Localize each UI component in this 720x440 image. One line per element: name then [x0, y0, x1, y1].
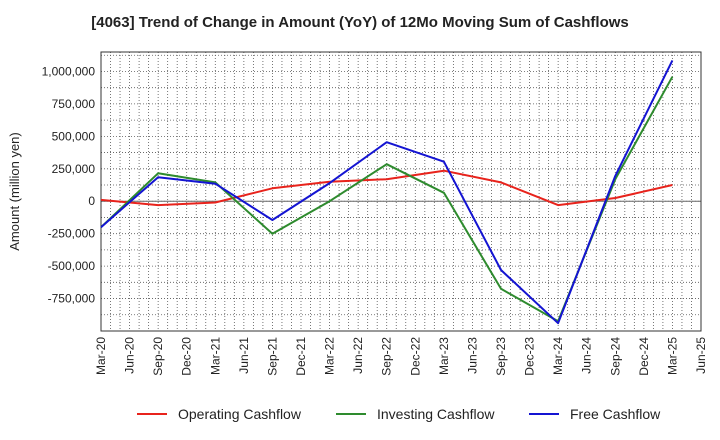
x-tick-label: Sep-24: [608, 337, 622, 376]
x-tick-label: Sep-23: [494, 337, 508, 376]
x-tick-label: Jun-21: [237, 337, 251, 374]
y-tick-label: 500,000: [52, 129, 96, 143]
chart-title: [4063] Trend of Change in Amount (YoY) o…: [91, 14, 629, 31]
x-tick-label: Sep-22: [380, 337, 394, 376]
x-tick-label: Dec-22: [408, 337, 422, 376]
x-tick-label: Mar-22: [323, 337, 337, 375]
x-tick-label: Sep-21: [265, 337, 279, 376]
x-tick-label: Dec-24: [637, 337, 651, 376]
y-tick-label: 1,000,000: [42, 64, 96, 78]
y-tick-label: 750,000: [52, 97, 96, 111]
y-tick-label: 250,000: [52, 162, 96, 176]
x-tick-label: Mar-24: [551, 337, 565, 375]
legend-label: Operating Cashflow: [178, 406, 302, 422]
y-tick-label: -250,000: [48, 227, 96, 241]
x-tick-label: Mar-20: [94, 337, 108, 375]
y-tick-label: -750,000: [48, 292, 96, 306]
x-tick-label: Dec-23: [523, 337, 537, 376]
series-line-operating-cashflow: [100, 169, 673, 207]
y-axis-title: Amount (million yen): [7, 132, 22, 251]
legend-label: Free Cashflow: [570, 406, 661, 422]
x-tick-label: Jun-25: [694, 337, 708, 374]
legend-layer: Operating Cashflow Investing Cashflow Free…: [137, 406, 661, 422]
series-layer: [100, 59, 674, 325]
axis-layer: -750,000 -500,000 -250,000 0 250,000 500,000 7…: [7, 51, 708, 376]
plot-frame: [100, 51, 702, 332]
x-tick-label: Dec-20: [180, 337, 194, 376]
x-tick-label: Sep-20: [151, 337, 165, 376]
x-tick-label: Mar-25: [665, 337, 679, 375]
x-tick-label: Jun-22: [351, 337, 365, 374]
series-line-free-cashflow: [100, 59, 674, 325]
x-tick-label: Jun-23: [465, 337, 479, 374]
y-tick-label: 0: [88, 194, 95, 208]
y-tick-label: -500,000: [48, 259, 96, 273]
x-tick-label: Dec-21: [294, 337, 308, 376]
x-tick-label: Mar-21: [208, 337, 222, 375]
x-tick-label: Jun-24: [580, 337, 594, 374]
grid-layer: [100, 52, 702, 331]
x-tick-label: Mar-23: [437, 337, 451, 375]
legend-label: Investing Cashflow: [377, 406, 495, 422]
x-tick-label: Jun-20: [123, 337, 137, 374]
